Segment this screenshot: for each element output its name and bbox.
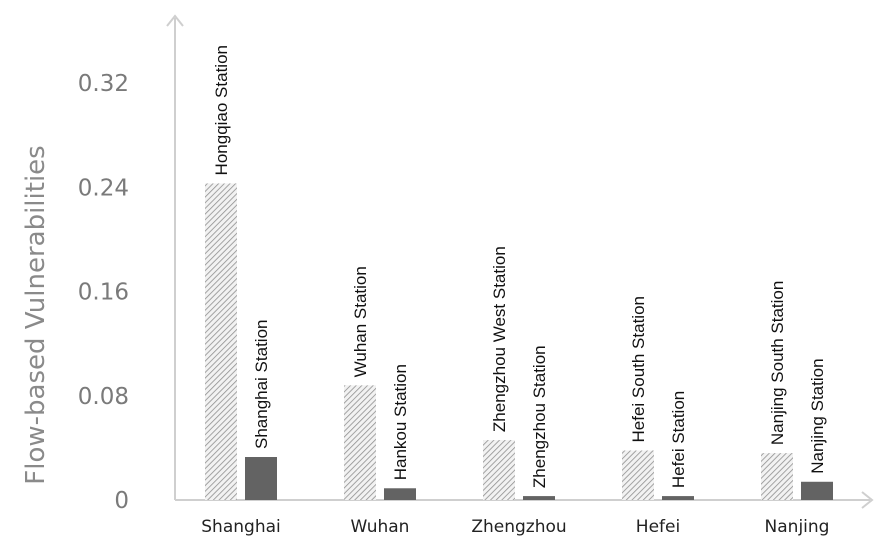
- bars: [205, 183, 833, 500]
- x-axis-arrowhead: [861, 491, 874, 509]
- y-axis-title: Flow-based Vulnerabilities: [21, 145, 51, 484]
- bar: [523, 496, 555, 500]
- category-label: Shanghai: [201, 517, 280, 537]
- bar-label: Hankou Station: [391, 364, 410, 480]
- y-tick-label: 0: [114, 488, 129, 514]
- bar-label: Zhengzhou West Station: [490, 246, 509, 432]
- bar-label: Nanjing Station: [808, 358, 827, 473]
- y-tick-label: 0.32: [78, 71, 129, 97]
- category-label: Hefei: [636, 517, 680, 537]
- y-tick-label: 0.24: [78, 175, 129, 201]
- bar-label: Shanghai Station: [252, 320, 271, 450]
- y-tick-label: 0.16: [78, 280, 129, 306]
- y-axis-arrowhead: [166, 14, 184, 27]
- bar: [622, 450, 654, 500]
- bar-label: Nanjing South Station: [768, 281, 787, 445]
- y-tick-labels: 0 0.08 0.16 0.24 0.32: [78, 71, 129, 514]
- bar-label: Hongqiao Station: [212, 45, 231, 175]
- bar: [344, 385, 376, 500]
- bar-label: Hefei South Station: [629, 296, 648, 442]
- axes: [166, 14, 874, 509]
- bar: [662, 496, 694, 500]
- category-labels: Shanghai Wuhan Zhengzhou Hefei Nanjing: [201, 517, 829, 537]
- y-tick-label: 0.08: [78, 384, 129, 410]
- bar: [245, 457, 277, 500]
- category-label: Nanjing: [765, 517, 830, 537]
- bar: [384, 488, 416, 500]
- bar: [761, 453, 793, 500]
- bar-label: Zhengzhou Station: [530, 345, 549, 488]
- bar: [205, 183, 237, 500]
- bar-label: Wuhan Station: [351, 266, 370, 377]
- bar: [801, 481, 833, 500]
- bar: [483, 440, 515, 500]
- category-label: Wuhan: [351, 517, 410, 537]
- category-label: Zhengzhou: [471, 517, 566, 537]
- bar-labels: Hongqiao Station Shanghai Station Wuhan St…: [212, 45, 827, 488]
- bar-label: Hefei Station: [669, 391, 688, 488]
